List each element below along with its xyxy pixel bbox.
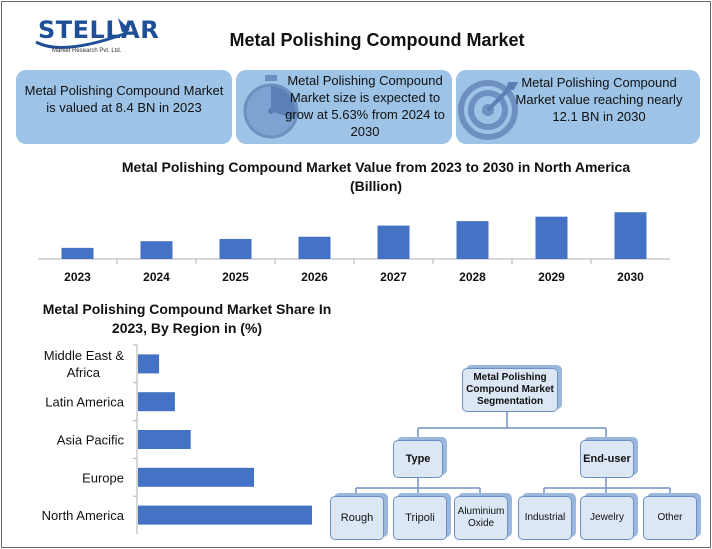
segment-item-industrial: Industrial xyxy=(518,496,572,540)
y-tick-label: Europe xyxy=(82,470,124,485)
y-tick-label: Latin America xyxy=(45,395,125,410)
segment-type: Type xyxy=(393,440,443,478)
segment-item-jewelry: Jewelry xyxy=(580,496,634,540)
x-tick-label: 2024 xyxy=(143,270,170,284)
column-bar-2029 xyxy=(535,216,568,259)
column-bar-2027 xyxy=(377,225,410,259)
segment-item-other: Other xyxy=(643,496,697,540)
column-chart-title: Metal Polishing Compound Market Value fr… xyxy=(121,159,631,194)
info-card-valuation: Metal Polishing Compound Market is value… xyxy=(16,70,232,144)
stopwatch-icon xyxy=(243,75,299,139)
card-text: Metal Polishing Compound Market is value… xyxy=(24,83,224,115)
column-bar-2024 xyxy=(140,241,173,259)
column-bar-2025 xyxy=(219,238,252,259)
logo-wordmark: STELLAR xyxy=(38,16,160,44)
logo-tagline: Market Research Pvt. Ltd. xyxy=(52,48,122,54)
region-bar-europe xyxy=(138,467,254,487)
region-bar-north-america xyxy=(138,505,312,525)
region-bar-asia-pacific xyxy=(138,430,191,449)
region-bar-latin-america xyxy=(138,392,175,412)
column-bar-2026 xyxy=(298,236,331,259)
info-card-growth: Metal Polishing Compound Market size is … xyxy=(236,70,452,144)
card-text: Metal Polishing Compound Market size is … xyxy=(285,73,445,139)
column-bar-2023 xyxy=(61,247,94,259)
x-tick-label: 2026 xyxy=(301,270,328,284)
bar-chart-title: Metal Polishing Compound Market Share In… xyxy=(42,301,332,336)
x-tick-label: 2030 xyxy=(617,270,644,284)
segmentation-root: Metal Polishing Compound Market Segmenta… xyxy=(462,368,558,412)
y-tick-label: Middle East & Africa xyxy=(44,348,125,380)
logo-swoosh-icon xyxy=(35,18,130,49)
y-tick-label: North America xyxy=(42,508,125,523)
column-bar-2030 xyxy=(614,212,647,259)
x-tick-label: 2023 xyxy=(64,270,91,284)
segment-item-aluminium-oxide: Aluminium Oxide xyxy=(454,496,508,540)
card-text: Metal Polishing Compound Market value re… xyxy=(515,75,683,124)
x-tick-label: 2029 xyxy=(538,270,565,284)
page-title: Metal Polishing Compound Market xyxy=(229,30,525,50)
x-tick-label: 2025 xyxy=(222,270,249,284)
segment-item-rough: Rough xyxy=(330,496,384,540)
segment-end-user: End-user xyxy=(580,440,634,478)
y-tick-label: Asia Pacific xyxy=(57,433,125,448)
stellar-logo: STELLAR Market Research Pvt. Ltd. xyxy=(32,12,159,64)
target-icon xyxy=(458,80,518,140)
x-tick-label: 2028 xyxy=(459,270,486,284)
x-tick-label: 2027 xyxy=(380,270,407,284)
region-bar-middle-east-africa xyxy=(138,354,160,374)
column-bar-2028 xyxy=(456,221,489,259)
info-card-forecast: Metal Polishing Compound Market value re… xyxy=(456,70,700,144)
segment-item-tripoli: Tripoli xyxy=(393,496,447,540)
